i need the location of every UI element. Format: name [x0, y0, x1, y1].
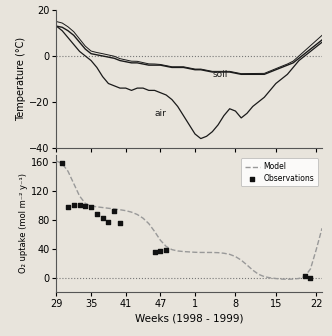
Model [89, 204, 93, 208]
Observations [100, 215, 105, 220]
Observations [163, 248, 169, 253]
Observations [302, 274, 307, 279]
Observations [112, 208, 117, 214]
Model [257, 272, 261, 276]
Model [314, 247, 318, 251]
X-axis label: Weeks (1998 - 1999): Weeks (1998 - 1999) [135, 313, 243, 324]
Model [164, 244, 168, 248]
Model [210, 250, 214, 254]
Model [83, 201, 87, 205]
Model [176, 249, 180, 253]
Model [268, 276, 272, 280]
Observations [83, 203, 88, 209]
Model [187, 250, 191, 254]
Model [308, 267, 312, 271]
Model [54, 159, 58, 163]
Model [262, 275, 266, 279]
Model [153, 229, 157, 234]
Model [216, 251, 220, 255]
Text: air: air [155, 109, 166, 118]
Model [291, 277, 295, 281]
Observations [152, 249, 157, 254]
Model [141, 216, 145, 220]
Model [245, 263, 249, 267]
Model [222, 251, 226, 255]
Observations [59, 161, 65, 166]
Model [280, 277, 284, 281]
Model [95, 205, 99, 209]
Model [60, 162, 64, 166]
Observations [88, 204, 94, 210]
Line: Model: Model [56, 161, 322, 279]
Observations [158, 248, 163, 254]
Model [205, 250, 208, 254]
Model [101, 206, 105, 210]
Model [182, 250, 186, 254]
Model [297, 277, 301, 281]
Model [320, 226, 324, 230]
Model [72, 182, 76, 186]
Model [112, 207, 116, 211]
Model [193, 250, 197, 254]
Model [170, 248, 174, 252]
Model [233, 255, 237, 259]
Observations [71, 203, 76, 208]
Model [303, 275, 307, 279]
Observations [117, 220, 123, 225]
Model [129, 210, 133, 214]
Legend: Model, Observations: Model, Observations [241, 159, 318, 186]
Model [158, 238, 162, 242]
Model [147, 222, 151, 226]
Observations [308, 275, 313, 281]
Model [135, 212, 139, 216]
Observations [77, 203, 82, 208]
Model [228, 252, 232, 256]
Observations [106, 219, 111, 225]
Observations [94, 211, 100, 217]
Observations [65, 204, 71, 210]
Model [107, 206, 111, 210]
Model [286, 277, 290, 281]
Y-axis label: Temperature (°C): Temperature (°C) [16, 37, 26, 121]
Model [118, 208, 122, 212]
Model [199, 250, 203, 254]
Model [124, 209, 128, 213]
Model [274, 277, 278, 281]
Model [66, 169, 70, 173]
Y-axis label: O₂ uptake (mol m⁻² y⁻¹): O₂ uptake (mol m⁻² y⁻¹) [19, 173, 28, 274]
Model [251, 268, 255, 272]
Text: soil: soil [212, 70, 228, 79]
Model [78, 194, 82, 198]
Model [239, 258, 243, 262]
